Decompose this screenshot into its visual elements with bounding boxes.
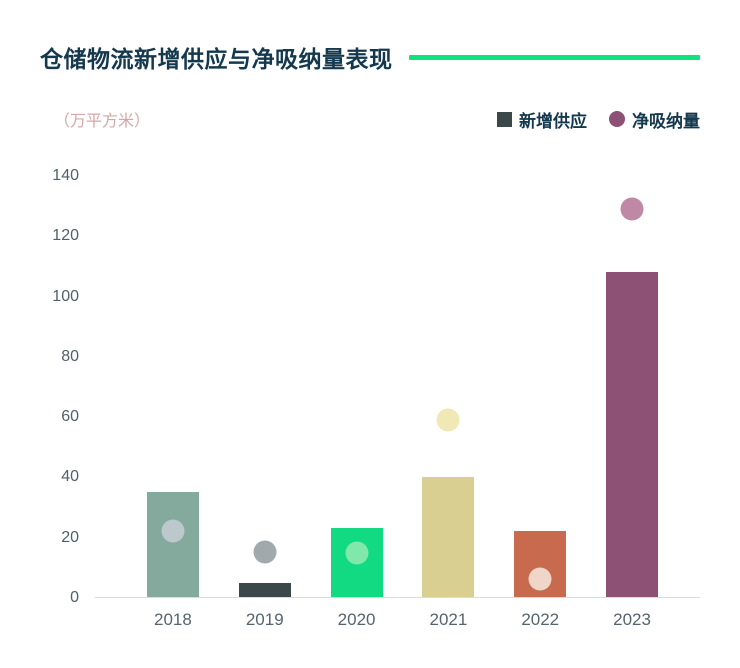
y-tick-label: 100: [52, 287, 79, 305]
page-title: 仓储物流新增供应与净吸纳量表现: [40, 46, 393, 72]
plot-area: [95, 176, 700, 598]
chart-column-2019: [219, 176, 311, 597]
bar-2023: [606, 272, 659, 597]
y-tick-label: 80: [61, 347, 79, 365]
legend-square-icon: [497, 111, 512, 127]
x-tick-label: 2020: [337, 610, 376, 629]
legend-label: 新增供应: [519, 111, 587, 131]
legend-circle-icon: [609, 111, 625, 127]
legend-item-new-supply: 新增供应: [497, 107, 587, 132]
y-tick-label: 60: [61, 408, 79, 426]
chart-column-2020: [311, 176, 403, 597]
chart-column-2018: [127, 176, 219, 597]
chart-column-2022: [494, 176, 586, 597]
dot-2018: [161, 519, 185, 543]
x-tick-label: 2023: [613, 610, 651, 629]
bar-2018: [146, 491, 199, 597]
y-tick-label: 0: [70, 589, 79, 606]
y-tick-label: 140: [52, 167, 79, 184]
dot-2023: [620, 197, 644, 221]
y-tick-label: 120: [52, 227, 79, 245]
chart-column-2023: [586, 176, 678, 597]
x-tick-label: 2018: [154, 610, 192, 629]
header: 仓储物流新增供应与净吸纳量表现: [40, 42, 700, 72]
chart: 0 20 40 60 80 100 120 140: [40, 168, 700, 606]
y-axis-unit-label: （万平方米）: [54, 113, 151, 130]
x-tick-label: 2021: [429, 610, 468, 629]
y-tick-label: 40: [61, 468, 79, 486]
title-accent-line: [408, 54, 700, 60]
x-tick-label: 2019: [245, 610, 284, 629]
legend-item-net-absorption: 净吸纳量: [609, 107, 700, 132]
legend-row: （万平方米） 新增供应 净吸纳量: [40, 107, 700, 132]
bar-2021: [422, 476, 475, 597]
y-axis: 0 20 40 60 80 100 120 140: [40, 168, 95, 606]
dot-2020: [345, 541, 369, 565]
x-tick-label: 2022: [521, 610, 560, 629]
bar-2019: [238, 583, 291, 597]
dot-2019: [253, 540, 277, 564]
chart-column-2021: [402, 176, 494, 597]
x-axis: 2018 2019 2020 2021 2022 2023: [95, 610, 700, 630]
legend-label: 净吸纳量: [632, 111, 700, 131]
y-tick-label: 20: [61, 528, 79, 546]
dot-2022: [528, 567, 552, 591]
dot-2021: [436, 408, 460, 432]
legend: 新增供应 净吸纳量: [497, 107, 700, 132]
